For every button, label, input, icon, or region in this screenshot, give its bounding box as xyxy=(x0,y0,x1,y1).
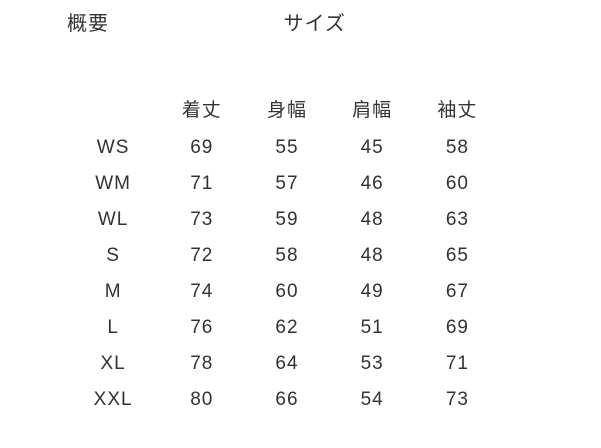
cell-size: XL xyxy=(100,353,126,374)
tab-overview-label: 概要 xyxy=(67,13,109,35)
size-table-head: 着丈 身幅 肩幅 袖丈 xyxy=(67,86,500,130)
cell-sleeve: 69 xyxy=(445,317,469,338)
cell-shoulder: 49 xyxy=(360,281,384,302)
tab-overview[interactable]: 概要 xyxy=(67,0,109,62)
cell-width: 55 xyxy=(275,137,299,158)
cell-sleeve: 73 xyxy=(445,389,469,410)
cell-length: 78 xyxy=(190,353,214,374)
cell-sleeve: 65 xyxy=(445,245,469,266)
column-header-size xyxy=(67,86,159,130)
cell-size: WM xyxy=(95,173,131,194)
cell-size: S xyxy=(106,245,120,266)
table-row: WM 71 57 46 60 xyxy=(67,166,500,202)
cell-sleeve: 60 xyxy=(445,173,469,194)
table-row: M 74 60 49 67 xyxy=(67,274,500,310)
column-header-shoulder: 肩幅 xyxy=(352,99,393,121)
cell-width: 58 xyxy=(275,245,299,266)
table-row: S 72 58 48 65 xyxy=(67,238,500,274)
cell-size: L xyxy=(107,317,119,338)
cell-length: 76 xyxy=(190,317,214,338)
cell-length: 80 xyxy=(190,389,214,410)
table-row: XXL 80 66 54 73 xyxy=(67,382,500,418)
cell-shoulder: 51 xyxy=(360,317,384,338)
tab-overview-underline xyxy=(67,61,284,62)
cell-size: XXL xyxy=(93,389,133,410)
cell-width: 64 xyxy=(275,353,299,374)
table-row: WL 73 59 48 63 xyxy=(67,202,500,238)
column-header-length: 着丈 xyxy=(181,99,222,121)
tab-overview-wrapper: 概要 xyxy=(67,0,284,62)
tab-size-underline xyxy=(284,61,501,62)
tab-size-wrapper: サイズ xyxy=(284,0,501,62)
cell-width: 57 xyxy=(275,173,299,194)
tab-size-label: サイズ xyxy=(283,13,346,35)
column-header-width: 身幅 xyxy=(266,99,307,121)
cell-sleeve: 71 xyxy=(445,353,469,374)
table-row: L 76 62 51 69 xyxy=(67,310,500,346)
size-measurements-table: 着丈 身幅 肩幅 袖丈 WS 69 55 45 58 WM 71 57 46 6… xyxy=(67,86,500,418)
cell-width: 60 xyxy=(275,281,299,302)
cell-width: 66 xyxy=(275,389,299,410)
size-table-header-row: 着丈 身幅 肩幅 袖丈 xyxy=(67,86,500,130)
cell-length: 71 xyxy=(190,173,214,194)
cell-shoulder: 46 xyxy=(360,173,384,194)
cell-shoulder: 53 xyxy=(360,353,384,374)
cell-sleeve: 67 xyxy=(445,281,469,302)
cell-shoulder: 54 xyxy=(360,389,384,410)
cell-shoulder: 48 xyxy=(360,209,384,230)
cell-size: M xyxy=(104,281,122,302)
cell-length: 72 xyxy=(190,245,214,266)
cell-width: 59 xyxy=(275,209,299,230)
cell-shoulder: 48 xyxy=(360,245,384,266)
cell-size: WL xyxy=(97,209,129,230)
tab-bar: 概要 サイズ xyxy=(67,0,500,62)
cell-shoulder: 45 xyxy=(360,137,384,158)
cell-length: 69 xyxy=(190,137,214,158)
cell-width: 62 xyxy=(275,317,299,338)
cell-size: WS xyxy=(96,137,130,158)
cell-length: 74 xyxy=(190,281,214,302)
table-row: XL 78 64 53 71 xyxy=(67,346,500,382)
cell-sleeve: 58 xyxy=(445,137,469,158)
cell-length: 73 xyxy=(190,209,214,230)
size-table-body: WS 69 55 45 58 WM 71 57 46 60 WL 73 59 4… xyxy=(67,130,500,418)
cell-sleeve: 63 xyxy=(445,209,469,230)
tab-size[interactable]: サイズ xyxy=(284,0,346,62)
table-row: WS 69 55 45 58 xyxy=(67,130,500,166)
column-header-sleeve: 袖丈 xyxy=(437,99,478,121)
